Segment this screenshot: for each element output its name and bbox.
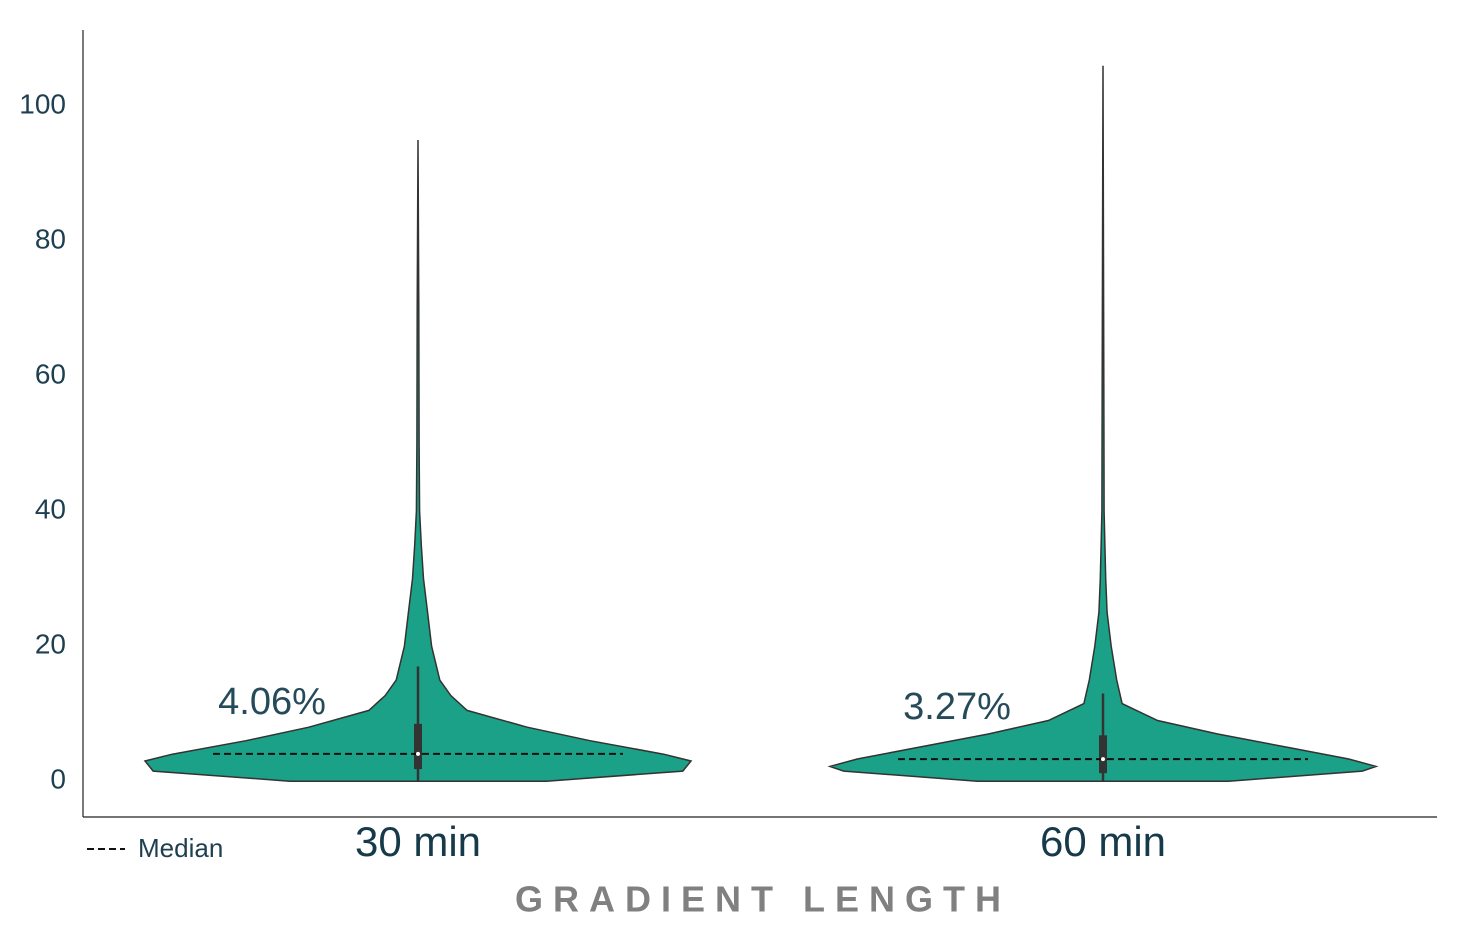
x-tick-label: 60 min xyxy=(1040,818,1166,865)
legend-label: Median xyxy=(138,833,223,863)
y-tick-label: 40 xyxy=(35,494,66,525)
box xyxy=(1099,735,1107,774)
x-axis-title: GRADIENT LENGTH xyxy=(515,879,1011,920)
median-dot xyxy=(416,751,420,756)
median-label: 3.27% xyxy=(903,686,1011,728)
median-dot xyxy=(1101,757,1105,762)
x-tick-label: 30 min xyxy=(355,818,481,865)
y-tick-label: 60 xyxy=(35,359,66,390)
y-tick-label: 100 xyxy=(19,89,66,120)
y-tick-label: 80 xyxy=(35,224,66,255)
y-tick-label: 0 xyxy=(50,764,66,795)
violin xyxy=(827,65,1379,782)
box xyxy=(414,723,422,770)
median-label: 4.06% xyxy=(218,681,326,723)
y-tick-label: 20 xyxy=(35,629,66,660)
violin xyxy=(143,139,693,782)
